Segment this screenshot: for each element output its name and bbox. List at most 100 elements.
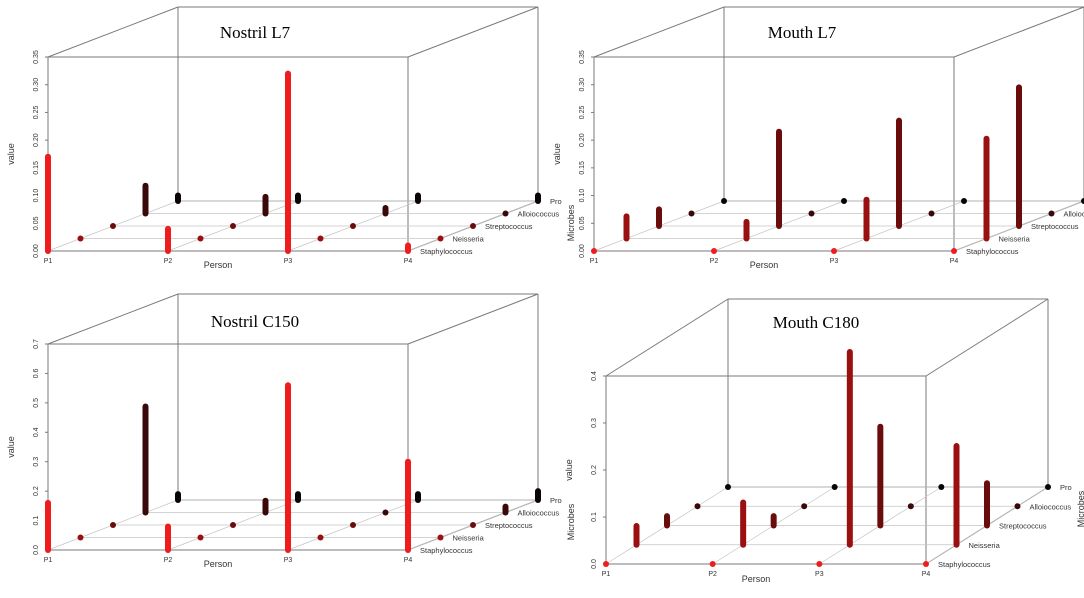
person-tick-label: P4 [404, 557, 413, 564]
y-tick-label: 0.30 [33, 78, 40, 92]
microbe-tick-label: Alloiococcus [518, 509, 560, 518]
box-edge [953, 6, 1084, 58]
y-tick-label: 0.00 [579, 244, 586, 258]
point-mark [470, 522, 476, 528]
point-mark [110, 522, 116, 528]
person-tick-label: P1 [602, 571, 611, 578]
microbe-tick-label: Neisseria [999, 235, 1031, 244]
microbe-tick-label: Streptococcus [485, 521, 533, 530]
microbe-tick-label: Neisseria [969, 541, 1001, 550]
person-tick-label: P3 [284, 258, 293, 265]
point-mark [77, 235, 84, 242]
point-mark [230, 223, 236, 229]
y-tick-label: 0.0 [33, 545, 40, 555]
chart-panel-nostril-l7: Nostril L7 0.00 0.05 0.10 0.15 0.20 0.25 0.30 0.… [0, 0, 576, 299]
y-tick-label: 0.35 [33, 50, 40, 64]
microbe-tick-label: Streptococcus [999, 522, 1047, 531]
point-mark [1014, 503, 1021, 510]
point-mark [808, 210, 815, 217]
person-tick-label: P2 [708, 571, 717, 578]
microbe-tick-label: Alloiococcus [1064, 210, 1084, 219]
y-tick-label: 0.6 [33, 368, 40, 378]
point-mark [382, 509, 389, 516]
point-mark [928, 210, 935, 217]
point-mark [603, 561, 609, 567]
point-mark [502, 210, 509, 217]
point-mark [437, 235, 444, 242]
y-tick-label: 0.0 [591, 559, 598, 569]
chart-nostril-c150: Nostril C150 0.0 0.1 0.2 0.3 0.4 0.5 0.6 0.7 valu… [6, 293, 576, 569]
point-mark [711, 248, 717, 254]
point-mark [1045, 484, 1051, 490]
person-tick-label: P4 [404, 258, 413, 265]
microbe-tick-label: Staphylococcus [420, 546, 473, 555]
box-edge [407, 293, 539, 345]
point-mark [688, 210, 695, 217]
point-mark [725, 484, 731, 490]
box-edge [47, 293, 179, 345]
y-tick-label: 0.15 [33, 161, 40, 175]
box-edge [605, 298, 729, 377]
z-axis-label: Microbes [1076, 490, 1084, 527]
microbe-tick-label: Pro [550, 197, 562, 206]
point-mark [961, 198, 967, 204]
y-tick-label: 0.4 [591, 371, 598, 381]
y-tick-label: 0.05 [579, 216, 586, 230]
point-mark [831, 484, 838, 490]
y-axis-label: value [552, 143, 562, 165]
point-mark [1081, 198, 1084, 204]
point-mark [709, 561, 716, 567]
point-mark [470, 223, 476, 229]
y-tick-label: 0.20 [579, 133, 586, 147]
microbe-tick-label: Alloiococcus [1030, 502, 1072, 511]
point-mark [317, 534, 324, 541]
microbe-tick-label: Pro [1060, 483, 1072, 492]
point-mark [437, 534, 444, 541]
microbe-tick-label: Staphylococcus [938, 560, 991, 569]
chart-mouth-l7: Mouth L7 0.00 0.05 0.10 0.15 0.20 0.25 0.30 0.35… [552, 6, 1084, 270]
chart-title: Mouth L7 [768, 23, 837, 42]
box-edge [593, 6, 725, 58]
box-edge [925, 298, 1049, 377]
person-tick-label: P3 [815, 571, 824, 578]
y-tick-label: 0.25 [33, 106, 40, 120]
y-tick-label: 0.7 [33, 339, 40, 349]
y-tick-label: 0.25 [579, 106, 586, 120]
microbe-tick-label: Neisseria [453, 534, 485, 543]
person-tick-label: P2 [710, 258, 719, 265]
point-mark [831, 248, 837, 254]
y-tick-label: 0.4 [33, 427, 40, 437]
point-mark [721, 198, 727, 204]
y-tick-label: 0.1 [33, 516, 40, 526]
person-tick-label: P4 [950, 258, 959, 265]
microbe-tick-label: Alloiococcus [518, 210, 560, 219]
microbe-tick-label: Staphylococcus [420, 247, 473, 256]
point-mark [907, 503, 914, 510]
chart-panel-mouth-l7: Mouth L7 0.00 0.05 0.10 0.15 0.20 0.25 0.30 0.35… [544, 0, 1084, 299]
y-tick-label: 0.05 [33, 216, 40, 230]
y-tick-label: 0.3 [33, 457, 40, 467]
point-mark [923, 561, 929, 567]
point-mark [801, 503, 808, 510]
x-axis-label: Person [742, 574, 771, 584]
microbe-tick-label: Streptococcus [485, 222, 533, 231]
chart-mouth-c180: Mouth C180 0.0 0.1 0.2 0.3 0.4 value P1 P2 P3 P4 Pe… [564, 298, 1084, 584]
chart-title: Mouth C180 [773, 313, 859, 332]
y-tick-label: 0.00 [33, 244, 40, 258]
person-tick-label: P1 [44, 258, 53, 265]
point-mark [841, 198, 847, 204]
y-tick-label: 0.1 [591, 512, 598, 522]
point-mark [317, 235, 324, 242]
point-mark [1048, 210, 1055, 217]
person-tick-label: P1 [44, 557, 53, 564]
box-edge [47, 6, 179, 58]
y-axis-label: value [564, 459, 574, 481]
chart-panel-nostril-c150: Nostril C150 0.0 0.1 0.2 0.3 0.4 0.5 0.6 0.7 valu… [0, 293, 576, 598]
microbe-tick-label: Pro [550, 496, 562, 505]
point-mark [938, 484, 945, 490]
y-tick-label: 0.20 [33, 133, 40, 147]
y-tick-label: 0.5 [33, 398, 40, 408]
y-tick-label: 0.15 [579, 161, 586, 175]
z-axis-label: Microbes [566, 503, 576, 540]
point-mark [197, 534, 204, 541]
